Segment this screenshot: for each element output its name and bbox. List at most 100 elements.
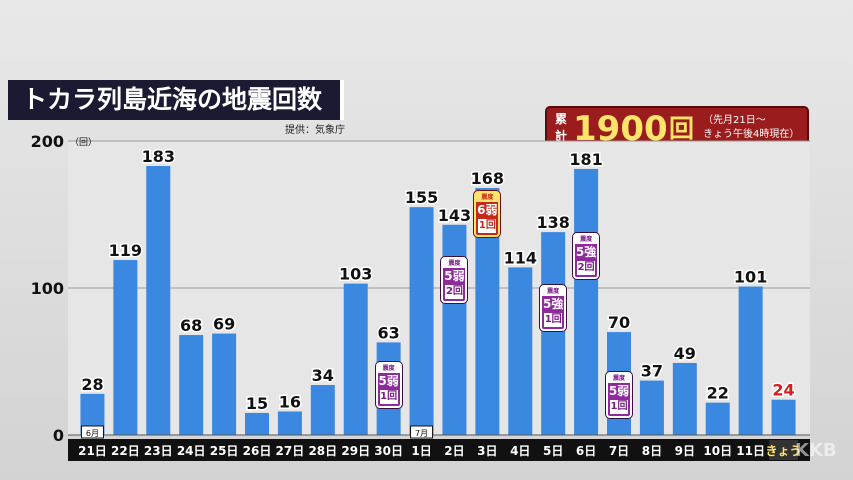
month-marker-box — [80, 425, 104, 439]
data-label: 181 — [569, 150, 602, 169]
data-label: 101 — [734, 268, 767, 287]
x-tick-label: 4日 — [510, 444, 530, 458]
data-label: 37 — [641, 362, 663, 381]
data-label: 22 — [707, 384, 729, 403]
data-label: 119 — [109, 241, 142, 260]
total-note: （先月21日～ きょう午後4時現在） — [703, 114, 799, 142]
x-tick-label: 24日 — [177, 444, 206, 458]
data-label: 24 — [772, 381, 794, 400]
x-tick-label: 21日 — [78, 444, 107, 458]
source-credit: 提供：気象庁 — [285, 125, 345, 136]
bar — [541, 232, 566, 435]
x-tick-label: 1日 — [411, 444, 431, 458]
month-marker-label: 6月 — [86, 429, 99, 438]
badge-intensity: 5強 — [575, 245, 597, 259]
bar — [672, 362, 697, 435]
bar — [574, 168, 599, 435]
data-label: 69 — [213, 315, 235, 334]
y-tick-label: 0 — [53, 426, 64, 445]
y-axis-label: （回） — [70, 137, 97, 148]
data-label: 63 — [378, 323, 400, 342]
data-label: 103 — [339, 265, 372, 284]
watermark-logo: KKB — [795, 440, 837, 461]
x-tick-label: 30日 — [374, 444, 403, 458]
intensity-badge: 震度 5強 2回 — [573, 233, 600, 279]
intensity-badge: 震度 5強 1回 — [540, 285, 567, 331]
badge-caption: 震度 — [476, 193, 499, 202]
x-axis-strip — [68, 439, 810, 461]
x-tick-label: 28日 — [308, 444, 337, 458]
badge-intensity: 6弱 — [477, 203, 498, 217]
bar — [738, 286, 763, 435]
total-note-line1: （先月21日～ — [703, 115, 766, 126]
x-tick-label: 3日 — [477, 444, 497, 458]
badge-count: 1回 — [544, 313, 563, 327]
x-tick-label: 9日 — [675, 444, 695, 458]
badge-caption: 震度 — [575, 235, 598, 244]
badge-caption: 震度 — [377, 364, 400, 373]
intensity-badge: 震度 5弱 1回 — [606, 372, 632, 418]
data-label: 70 — [608, 313, 630, 332]
x-tick-label: 10日 — [703, 444, 732, 458]
data-label: 138 — [536, 213, 569, 232]
badge-intensity: 5弱 — [378, 374, 399, 388]
bar — [146, 165, 171, 436]
badge-intensity: 5強 — [542, 297, 564, 311]
x-tick-label: 26日 — [243, 444, 272, 458]
x-tick-label: 8日 — [642, 444, 662, 458]
badge-intensity: 5弱 — [444, 269, 465, 283]
badge-count: 1回 — [379, 390, 398, 404]
x-tick-label: きょう — [766, 444, 802, 458]
badge-intensity: 5弱 — [608, 384, 630, 398]
total-label: 累計 — [554, 112, 567, 143]
bar — [245, 412, 269, 435]
bar — [639, 380, 664, 435]
bar — [179, 335, 204, 435]
bar — [343, 283, 368, 435]
badge-count: 2回 — [445, 285, 464, 299]
badge-count: 1回 — [478, 219, 497, 233]
data-label: 16 — [279, 392, 301, 411]
x-tick-label: 5日 — [543, 444, 563, 458]
intensity-badge: 震度 6弱 1回 — [474, 191, 501, 237]
data-label: 155 — [405, 188, 438, 207]
data-label: 168 — [471, 169, 504, 188]
badge-count: 1回 — [610, 400, 628, 414]
data-label: 15 — [246, 394, 268, 413]
badge-count: 2回 — [577, 261, 596, 275]
data-label: 183 — [142, 147, 175, 166]
x-tick-label: 7日 — [609, 444, 629, 458]
data-label: 34 — [312, 366, 334, 385]
x-tick-label: 6日 — [576, 444, 596, 458]
today-highlight — [769, 440, 798, 460]
bar — [212, 333, 237, 435]
month-marker-box — [410, 425, 434, 439]
data-label: 114 — [504, 248, 537, 267]
y-tick-label: 100 — [31, 279, 64, 298]
x-tick-label: 2日 — [444, 444, 464, 458]
badge-caption: 震度 — [608, 374, 630, 383]
bar — [508, 267, 533, 435]
badge-caption: 震度 — [542, 287, 565, 296]
y-tick-label: 200 — [31, 132, 64, 151]
bar — [771, 399, 796, 435]
badge-caption: 震度 — [443, 259, 466, 268]
data-label: 49 — [674, 344, 696, 363]
data-label: 68 — [180, 316, 202, 335]
bar — [310, 385, 335, 435]
data-label: 28 — [81, 375, 103, 394]
data-label: 143 — [438, 206, 471, 225]
bar — [705, 402, 730, 435]
bar — [113, 260, 138, 435]
total-unit: 回 — [669, 114, 695, 143]
x-tick-label: 25日 — [210, 444, 239, 458]
x-tick-label: 11日 — [736, 444, 765, 458]
intensity-badge: 震度 5弱 2回 — [441, 257, 468, 303]
x-tick-label: 27日 — [276, 444, 305, 458]
bar — [409, 207, 434, 435]
x-tick-label: 23日 — [144, 444, 173, 458]
month-marker-label: 7月 — [415, 429, 428, 438]
bar — [277, 411, 302, 435]
total-note-line2: きょう午後4時現在） — [703, 129, 800, 140]
